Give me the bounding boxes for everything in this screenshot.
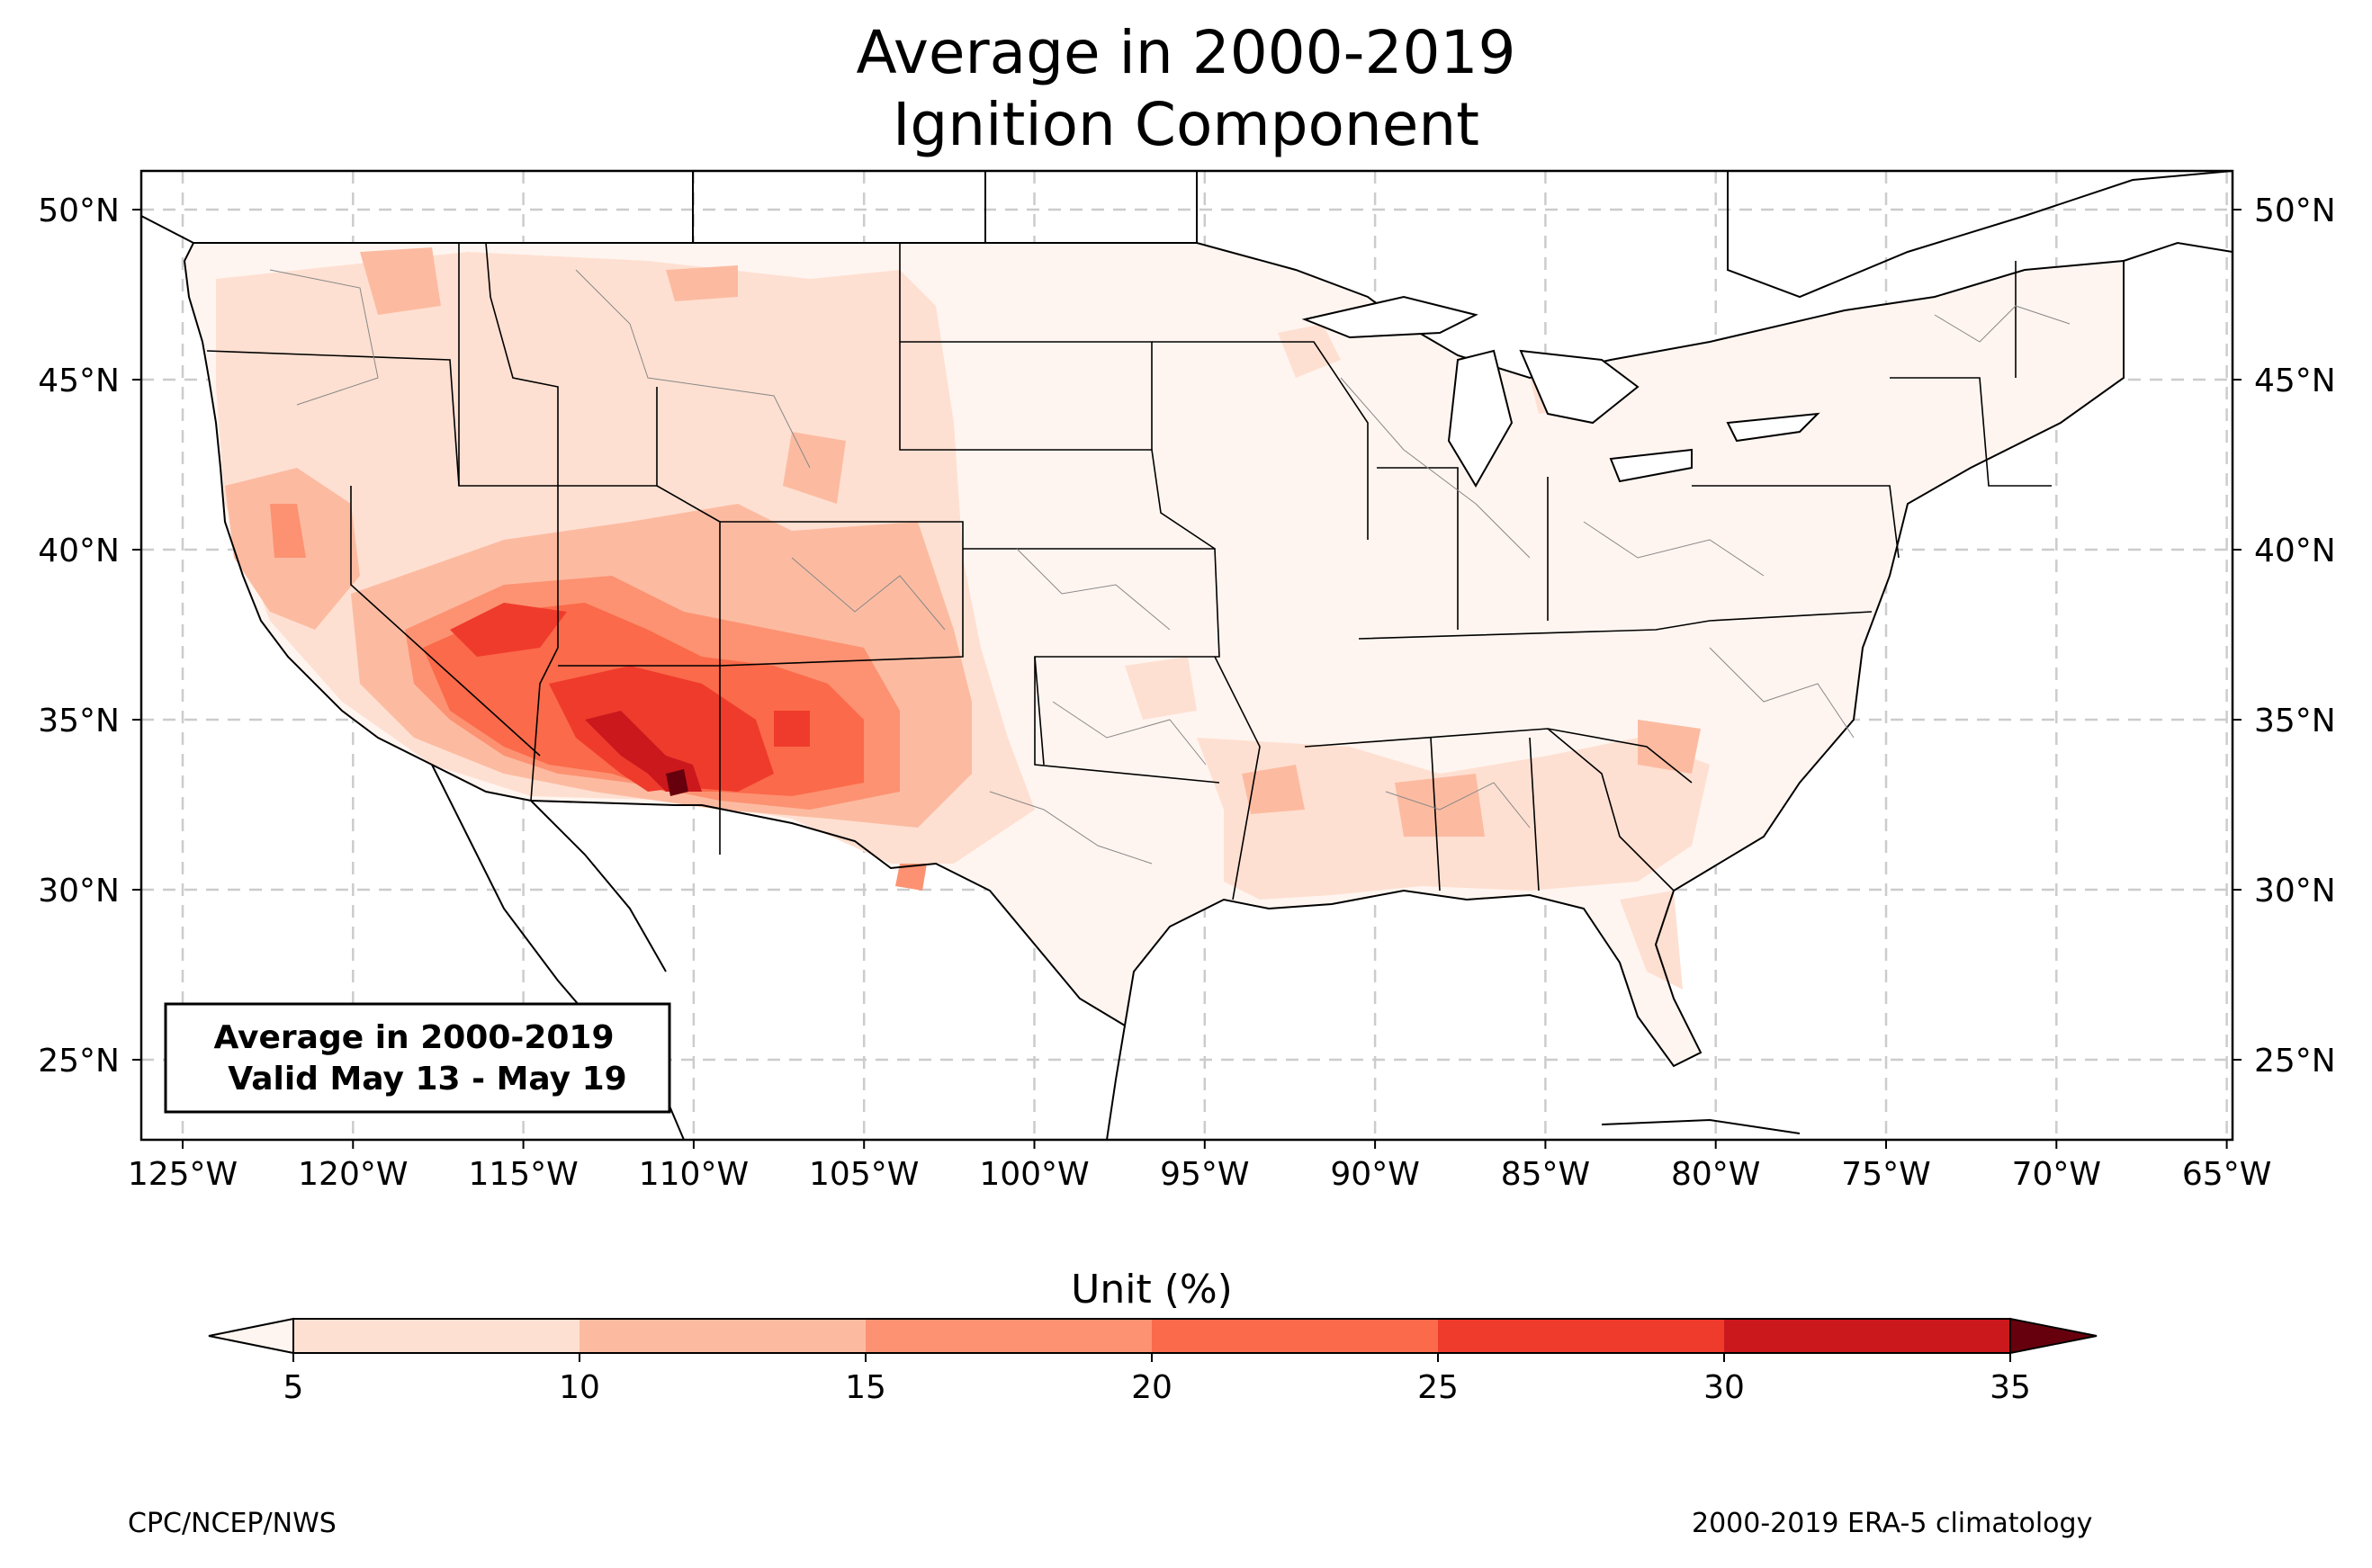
canada-border	[141, 171, 2233, 299]
lat-tick-label-left: 40°N	[38, 533, 120, 569]
colorbar-tick-label: 10	[559, 1369, 600, 1406]
map-frame	[139, 169, 2234, 1142]
minor-borders	[269, 269, 2071, 865]
colorbar-under-extension	[208, 1317, 294, 1355]
map-area	[141, 171, 2233, 1140]
lat-tick-label-left: 25°N	[38, 1043, 120, 1080]
cuba-coast	[1601, 1118, 1801, 1134]
colorbar-segment	[1724, 1319, 2011, 1353]
lon-tick-label: 90°W	[1330, 1156, 1419, 1193]
lat-tick-label-right: 30°N	[2254, 873, 2336, 909]
colorbar-tick-label: 5	[283, 1369, 304, 1406]
colorbar-segment	[580, 1319, 867, 1353]
lat-tick-label-left: 50°N	[38, 193, 120, 229]
colorbar: 5 10 15 20 25 30 35	[208, 1317, 2098, 1406]
colorbar-unit-label: Unit (%)	[1071, 1267, 1233, 1313]
lat-tick-label-left: 35°N	[38, 703, 120, 739]
footer-credit-left: CPC/NCEP/NWS	[128, 1508, 337, 1539]
colorbar-tick-labels: 5 10 15 20 25 30 35	[283, 1353, 2031, 1406]
coastline	[183, 242, 2125, 1068]
colorbar-tick-label: 15	[845, 1369, 886, 1406]
footer-credit-right: 2000-2019 ERA-5 climatology	[1692, 1508, 2093, 1539]
latitude-tick-labels-left: 50°N 45°N 40°N 35°N 30°N 25°N	[38, 193, 141, 1080]
lon-tick-label: 120°W	[298, 1156, 408, 1193]
lon-tick-label: 105°W	[809, 1156, 919, 1193]
colorbar-segment	[1152, 1319, 1439, 1353]
fill-level-25-30	[450, 603, 810, 792]
longitude-tick-labels: 125°W 120°W 115°W 110°W 105°W 100°W 95°W 90°W 85…	[128, 1140, 2271, 1193]
colorbar-segment	[1438, 1319, 1725, 1353]
lon-tick-label: 85°W	[1501, 1156, 1590, 1193]
valid-period-box: Average in 2000-2019 Valid May 13 - May …	[164, 1002, 671, 1114]
great-lakes	[1301, 295, 1820, 488]
colorbar-segment	[866, 1319, 1153, 1353]
map-title-line2: Ignition Component	[892, 90, 1480, 159]
lat-tick-label-left: 30°N	[38, 873, 120, 909]
fill-level-30-35	[585, 711, 702, 792]
fill-level-above-35	[666, 769, 688, 796]
lon-tick-label: 95°W	[1160, 1156, 1249, 1193]
colorbar-tick-label: 25	[1417, 1369, 1459, 1406]
latitude-tick-labels-right: 50°N 45°N 40°N 35°N 30°N 25°N	[2233, 193, 2336, 1080]
lon-tick-label: 75°W	[1841, 1156, 1930, 1193]
colorbar-segment	[293, 1319, 580, 1353]
state-borders	[206, 242, 2052, 900]
colorbar-tick-label: 30	[1703, 1369, 1745, 1406]
colorbar-tick-label: 35	[1990, 1369, 2031, 1406]
colorbar-tick-label: 20	[1131, 1369, 1173, 1406]
lon-tick-label: 110°W	[639, 1156, 749, 1193]
lat-tick-label-right: 40°N	[2254, 533, 2336, 569]
lat-tick-label-right: 25°N	[2254, 1043, 2336, 1080]
lat-tick-label-right: 35°N	[2254, 703, 2336, 739]
lon-tick-label: 80°W	[1671, 1156, 1760, 1193]
valid-period-line2: Valid May 13 - May 19	[228, 1061, 626, 1098]
colorbar-over-extension	[2009, 1317, 2098, 1355]
valid-period-line1: Average in 2000-2019	[213, 1019, 614, 1056]
map-title-line1: Average in 2000-2019	[856, 18, 1516, 87]
lat-tick-label-right: 50°N	[2254, 193, 2336, 229]
lat-tick-label-right: 45°N	[2254, 363, 2336, 399]
lon-tick-label: 100°W	[979, 1156, 1089, 1193]
colorbar-segments	[293, 1319, 2011, 1353]
lon-tick-label: 125°W	[128, 1156, 238, 1193]
lat-tick-label-left: 45°N	[38, 363, 120, 399]
lon-tick-label: 65°W	[2182, 1156, 2271, 1193]
lon-tick-label: 70°W	[2012, 1156, 2101, 1193]
lon-tick-label: 115°W	[468, 1156, 578, 1193]
